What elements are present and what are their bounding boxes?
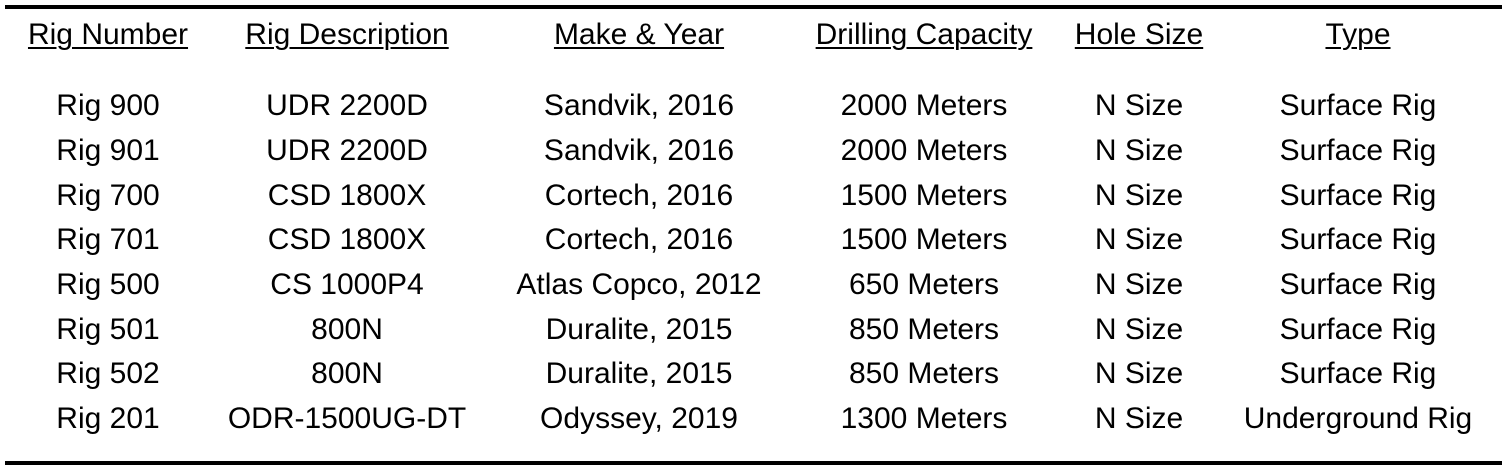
cell-rig-number: Rig 901 <box>56 134 160 167</box>
header-make-year: Make & Year <box>553 18 725 51</box>
cell-rig-description: CSD 1800X <box>267 179 427 212</box>
cell-hole-size: N Size <box>1094 402 1184 435</box>
cell-rig-description: UDR 2200D <box>266 89 428 122</box>
top-rule <box>5 5 1502 9</box>
header-hole-size: Hole Size <box>1074 18 1204 51</box>
cell-rig-description: 800N <box>311 313 383 346</box>
cell-rig-number: Rig 900 <box>56 89 160 122</box>
cell-drilling-capacity: 2000 Meters <box>840 134 1008 167</box>
cell-hole-size: N Size <box>1094 313 1184 346</box>
cell-make-year: Cortech, 2016 <box>544 223 734 256</box>
cell-hole-size: N Size <box>1094 357 1184 390</box>
cell-make-year: Cortech, 2016 <box>544 179 734 212</box>
cell-rig-number: Rig 701 <box>56 223 160 256</box>
cell-drilling-capacity: 850 Meters <box>848 313 1000 346</box>
cell-hole-size: N Size <box>1094 268 1184 301</box>
cell-hole-size: N Size <box>1094 179 1184 212</box>
cell-rig-number: Rig 201 <box>56 402 160 435</box>
cell-type: Surface Rig <box>1279 357 1437 390</box>
cell-rig-number: Rig 500 <box>56 268 160 301</box>
cell-hole-size: N Size <box>1094 89 1184 122</box>
cell-type: Surface Rig <box>1279 134 1437 167</box>
header-drilling-capacity: Drilling Capacity <box>815 18 1033 51</box>
cell-hole-size: N Size <box>1094 223 1184 256</box>
cell-drilling-capacity: 2000 Meters <box>840 89 1008 122</box>
cell-drilling-capacity: 1500 Meters <box>840 179 1008 212</box>
cell-make-year: Duralite, 2015 <box>545 313 733 346</box>
cell-make-year: Sandvik, 2016 <box>543 134 735 167</box>
header-type: Type <box>1325 18 1391 51</box>
cell-rig-description: CS 1000P4 <box>270 268 424 301</box>
cell-rig-number: Rig 501 <box>56 313 160 346</box>
cell-make-year: Atlas Copco, 2012 <box>516 268 762 301</box>
cell-rig-description: UDR 2200D <box>266 134 428 167</box>
cell-make-year: Sandvik, 2016 <box>543 89 735 122</box>
cell-make-year: Duralite, 2015 <box>545 357 733 390</box>
bottom-rule <box>5 461 1502 465</box>
cell-make-year: Odyssey, 2019 <box>540 402 738 435</box>
cell-rig-description: CSD 1800X <box>267 223 427 256</box>
cell-type: Underground Rig <box>1243 402 1473 435</box>
cell-drilling-capacity: 1500 Meters <box>840 223 1008 256</box>
cell-type: Surface Rig <box>1279 89 1437 122</box>
cell-rig-number: Rig 700 <box>56 179 160 212</box>
cell-rig-description: 800N <box>311 357 383 390</box>
header-rig-number: Rig Number <box>27 18 189 51</box>
cell-drilling-capacity: 1300 Meters <box>840 402 1008 435</box>
cell-type: Surface Rig <box>1279 179 1437 212</box>
cell-drilling-capacity: 850 Meters <box>848 357 1000 390</box>
cell-type: Surface Rig <box>1279 268 1437 301</box>
cell-drilling-capacity: 650 Meters <box>848 268 1000 301</box>
header-rig-description: Rig Description <box>245 18 449 51</box>
cell-type: Surface Rig <box>1279 223 1437 256</box>
cell-rig-number: Rig 502 <box>56 357 160 390</box>
cell-hole-size: N Size <box>1094 134 1184 167</box>
cell-type: Surface Rig <box>1279 313 1437 346</box>
cell-rig-description: ODR-1500UG-DT <box>227 402 467 435</box>
